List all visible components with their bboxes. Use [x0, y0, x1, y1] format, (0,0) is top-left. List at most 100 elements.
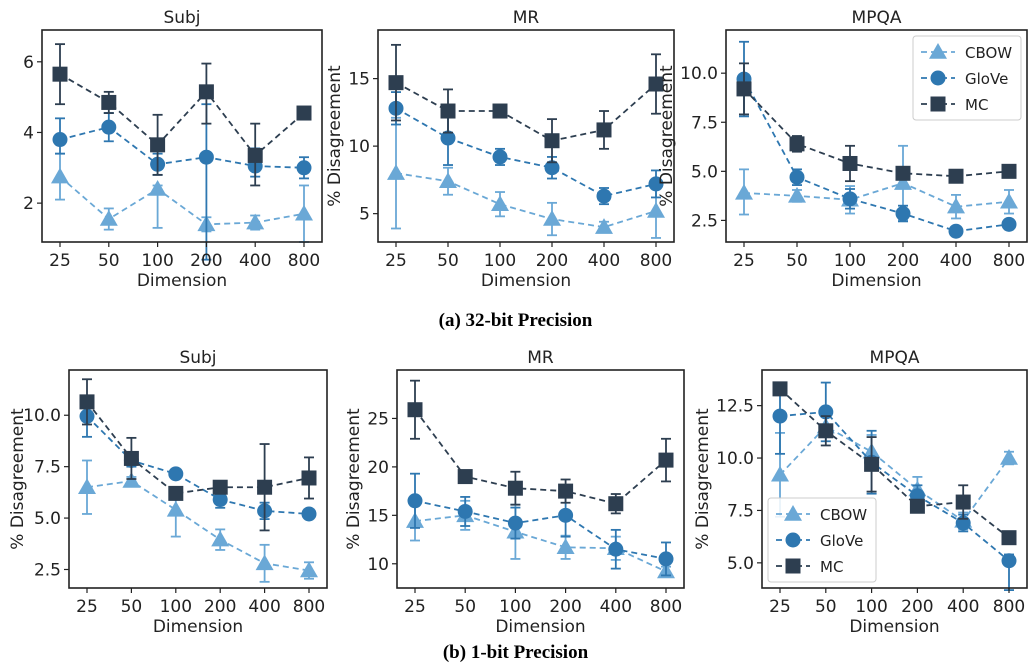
data-point	[247, 147, 263, 163]
data-point	[407, 493, 423, 509]
data-point	[457, 503, 473, 519]
data-point	[648, 76, 664, 92]
x-tick-label: 800	[293, 597, 325, 617]
x-tick-label: 25	[769, 597, 791, 617]
legend-item-glove: GloVe	[921, 70, 1008, 88]
series-glove	[79, 394, 317, 522]
y-tick-label: 12.5	[716, 397, 754, 417]
data-point	[735, 183, 753, 200]
data-point	[955, 494, 971, 510]
data-point	[789, 136, 805, 152]
series-line	[59, 73, 305, 157]
series-cbow	[387, 116, 665, 239]
legend-item-mc: MC	[776, 558, 843, 576]
data-point	[596, 188, 612, 204]
y-tick-label: 5	[359, 205, 370, 225]
data-point	[211, 530, 230, 547]
data-point	[1001, 163, 1017, 179]
plot-frame	[396, 369, 685, 589]
data-point	[99, 210, 118, 226]
series-line	[414, 514, 667, 573]
x-tick-label: 100	[834, 251, 866, 271]
series-mc	[52, 43, 312, 187]
x-tick-label: 800	[993, 597, 1025, 617]
data-point	[440, 103, 456, 119]
x-tick-label: 100	[499, 597, 531, 617]
series-line	[395, 107, 657, 198]
series-line	[59, 175, 305, 226]
data-point	[79, 394, 95, 410]
data-point	[556, 538, 575, 555]
data-point	[166, 500, 185, 517]
chart-panel-1: 2 4 6 25 50 100 200 400 800 Subj Dimension % Disagr…	[0, 8, 323, 291]
series-line	[779, 388, 1010, 539]
chart-panel-4: 2.5 5.0 7.5 10.0 25 50 100 200 400 800 Subj Dimensi…	[8, 348, 328, 637]
y-tick-label: 2.5	[691, 211, 718, 231]
x-tick-label: 50	[454, 597, 476, 617]
y-tick-label: 10.0	[716, 449, 754, 469]
data-point	[648, 176, 664, 192]
x-tick-label: 100	[141, 251, 173, 271]
data-point	[212, 479, 228, 495]
data-point	[909, 498, 925, 514]
legend-item-glove: GloVe	[776, 532, 863, 550]
data-point	[842, 155, 858, 171]
series-glove	[407, 472, 674, 577]
data-point	[647, 201, 665, 218]
y-axis-label: % Disagreement	[657, 65, 677, 207]
x-tick-label: 400	[239, 251, 271, 271]
x-tick-label: 100	[160, 597, 192, 617]
chart-panel-2: 5 10 15 25 50 100 200 400 800 MR Dimension % Disagr…	[325, 8, 675, 291]
y-tick-label: 7.5	[34, 458, 61, 478]
data-point	[788, 186, 806, 203]
x-tick-label: 50	[437, 251, 459, 271]
y-tick-label: 15	[348, 70, 370, 90]
x-tick-label: 400	[947, 597, 979, 617]
legend-label: MC	[820, 558, 843, 576]
series-cbow	[51, 152, 313, 243]
legend-label: MC	[965, 96, 988, 114]
y-tick-label: 25	[367, 409, 389, 429]
y-tick-label: 20	[367, 458, 389, 478]
plot-frame	[377, 29, 675, 243]
data-point	[895, 165, 911, 181]
x-tick-label: 400	[940, 251, 972, 271]
x-tick-label: 800	[288, 251, 320, 271]
legend-item-cbow: CBOW	[776, 505, 867, 524]
plot-frame	[761, 369, 1028, 589]
data-point	[300, 561, 318, 578]
x-tick-label: 25	[404, 597, 426, 617]
y-tick-label: 7.5	[691, 113, 718, 133]
data-point	[1001, 553, 1017, 569]
data-point	[595, 218, 613, 234]
legend-item-cbow: CBOW	[921, 43, 1012, 62]
data-point	[492, 103, 508, 119]
chart-panel-5: 10 15 20 25 25 50 100 200 400 800 MR Dimension % Dis…	[344, 348, 685, 637]
x-tick-label: 25	[49, 251, 71, 271]
x-tick-label: 200	[190, 251, 222, 271]
x-tick-label: 200	[204, 597, 236, 617]
data-point	[842, 191, 858, 207]
x-axis-label: Dimension	[495, 617, 585, 637]
y-tick-label: 10	[348, 137, 370, 157]
data-point	[948, 223, 964, 239]
data-point	[864, 456, 880, 472]
y-tick-label: 2.5	[34, 560, 61, 580]
x-tick-label: 25	[76, 597, 98, 617]
series-mc	[407, 379, 674, 515]
data-point	[101, 119, 117, 135]
x-tick-label: 400	[248, 597, 280, 617]
data-point	[558, 483, 574, 499]
y-axis-label: % Disagreement	[344, 408, 364, 550]
series-line	[779, 410, 1010, 562]
legend-label: CBOW	[820, 506, 867, 524]
chart-panel-3: 2.5 5.0 7.5 10.0 25 50 100 200 400 800 MPQA Dimensi…	[657, 8, 1028, 291]
data-point	[1000, 449, 1018, 465]
data-point	[388, 75, 404, 91]
plot-frame	[68, 369, 328, 589]
data-point	[439, 172, 457, 188]
x-tick-label: 50	[786, 251, 808, 271]
data-point	[895, 206, 911, 222]
legend-marker	[930, 96, 946, 112]
